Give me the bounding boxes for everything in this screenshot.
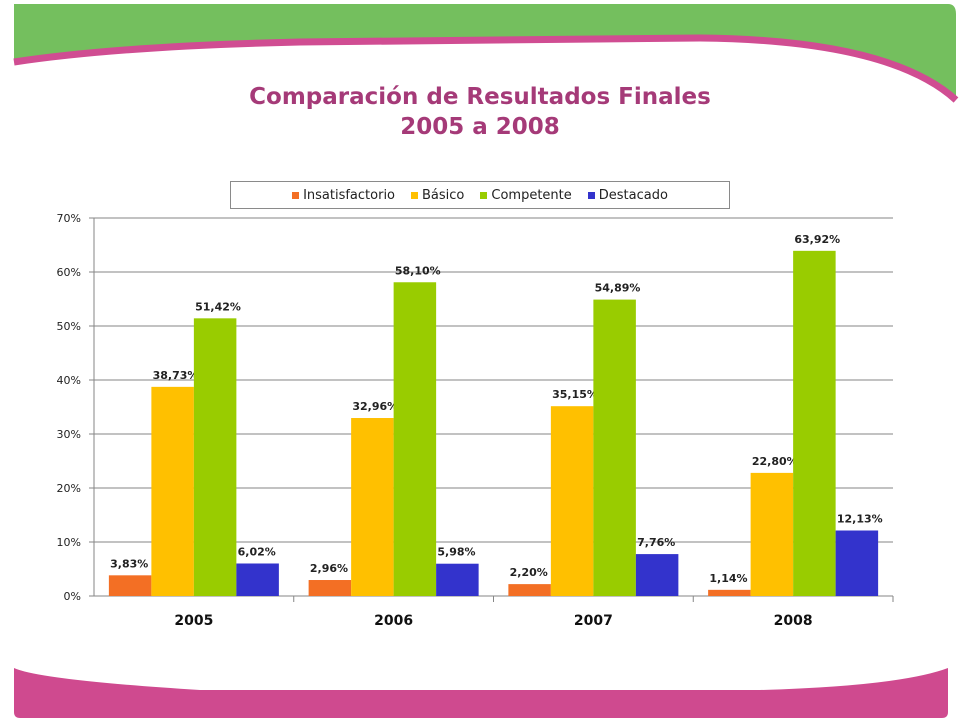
y-tick-label: 20%	[57, 482, 81, 495]
chart-title-line-2: 2005 a 2008	[400, 114, 560, 140]
top-banner-decoration	[13, 4, 959, 103]
bar	[193, 318, 237, 596]
bar	[635, 554, 679, 596]
y-tick-label: 40%	[57, 374, 81, 387]
bottom-banner-decoration	[14, 668, 948, 718]
bar-value-label: 2,20%	[510, 566, 548, 579]
bar-value-label: 5,98%	[437, 546, 475, 559]
legend-swatch-basico	[411, 191, 419, 199]
legend-label-basico: Básico	[422, 187, 465, 203]
bar	[436, 563, 479, 596]
bar	[308, 580, 352, 596]
bar-value-label: 38,73%	[153, 369, 199, 382]
legend-swatch-insatisfactorio	[292, 191, 300, 199]
bar-value-label: 51,42%	[195, 300, 241, 313]
bar-value-label: 54,89%	[595, 282, 641, 295]
bar-value-label: 58,10%	[395, 264, 441, 277]
y-tick-label: 50%	[57, 320, 81, 333]
bar	[593, 299, 636, 596]
legend-swatch-competente	[480, 191, 488, 199]
bar	[151, 386, 194, 596]
x-category-label: 2005	[174, 613, 213, 629]
legend-label-insatisfactorio: Insatisfactorio	[303, 187, 396, 203]
bar-value-label: 35,15%	[552, 388, 598, 401]
chart-title-line-1: Comparación de Resultados Finales	[249, 84, 711, 110]
x-category-label: 2006	[374, 613, 413, 629]
x-category-label: 2008	[774, 613, 813, 629]
legend-item-insatisfactorio: Insatisfactorio	[292, 188, 395, 203]
y-tick-label: 70%	[57, 212, 81, 225]
bar-value-label: 22,80%	[752, 455, 798, 468]
y-tick-label: 30%	[57, 428, 81, 441]
bar	[108, 575, 152, 596]
bar-value-label: 32,96%	[352, 400, 398, 413]
bar	[750, 472, 794, 596]
bar	[236, 563, 279, 596]
legend-label-destacado: Destacado	[598, 187, 668, 203]
top-banner-pink-stroke	[13, 34, 959, 103]
bar-value-label: 7,76%	[637, 536, 675, 549]
bar	[835, 530, 879, 596]
top-banner-green-shape	[14, 4, 956, 100]
bar	[550, 406, 594, 596]
legend-item-competente: Competente	[480, 187, 572, 203]
chart-title: Comparación de Resultados Finales 2005 a…	[0, 82, 960, 142]
bottom-banner-pink-shape	[14, 668, 948, 718]
bar	[708, 589, 751, 596]
x-category-label: 2007	[574, 613, 613, 629]
chart-legend: Insatisfactorio Básico Competente Destac…	[230, 181, 730, 209]
y-tick-label: 60%	[57, 266, 81, 279]
bar-value-label: 12,13%	[837, 512, 883, 525]
bar-value-label: 1,14%	[709, 572, 747, 585]
legend-swatch-destacado	[587, 191, 595, 199]
y-tick-label: 0%	[64, 590, 81, 603]
legend-label-competente: Competente	[491, 187, 572, 203]
bar	[793, 250, 836, 596]
bar-value-label: 3,83%	[110, 557, 148, 570]
bar-value-label: 63,92%	[794, 233, 840, 246]
y-tick-label: 10%	[57, 536, 81, 549]
bar	[351, 418, 394, 596]
bar	[508, 584, 551, 596]
legend-item-destacado: Destacado	[587, 187, 668, 203]
legend-item-basico: Básico	[411, 188, 464, 203]
bar-value-label: 2,96%	[310, 562, 348, 575]
bar	[393, 282, 437, 596]
bar-value-label: 6,02%	[238, 545, 276, 558]
